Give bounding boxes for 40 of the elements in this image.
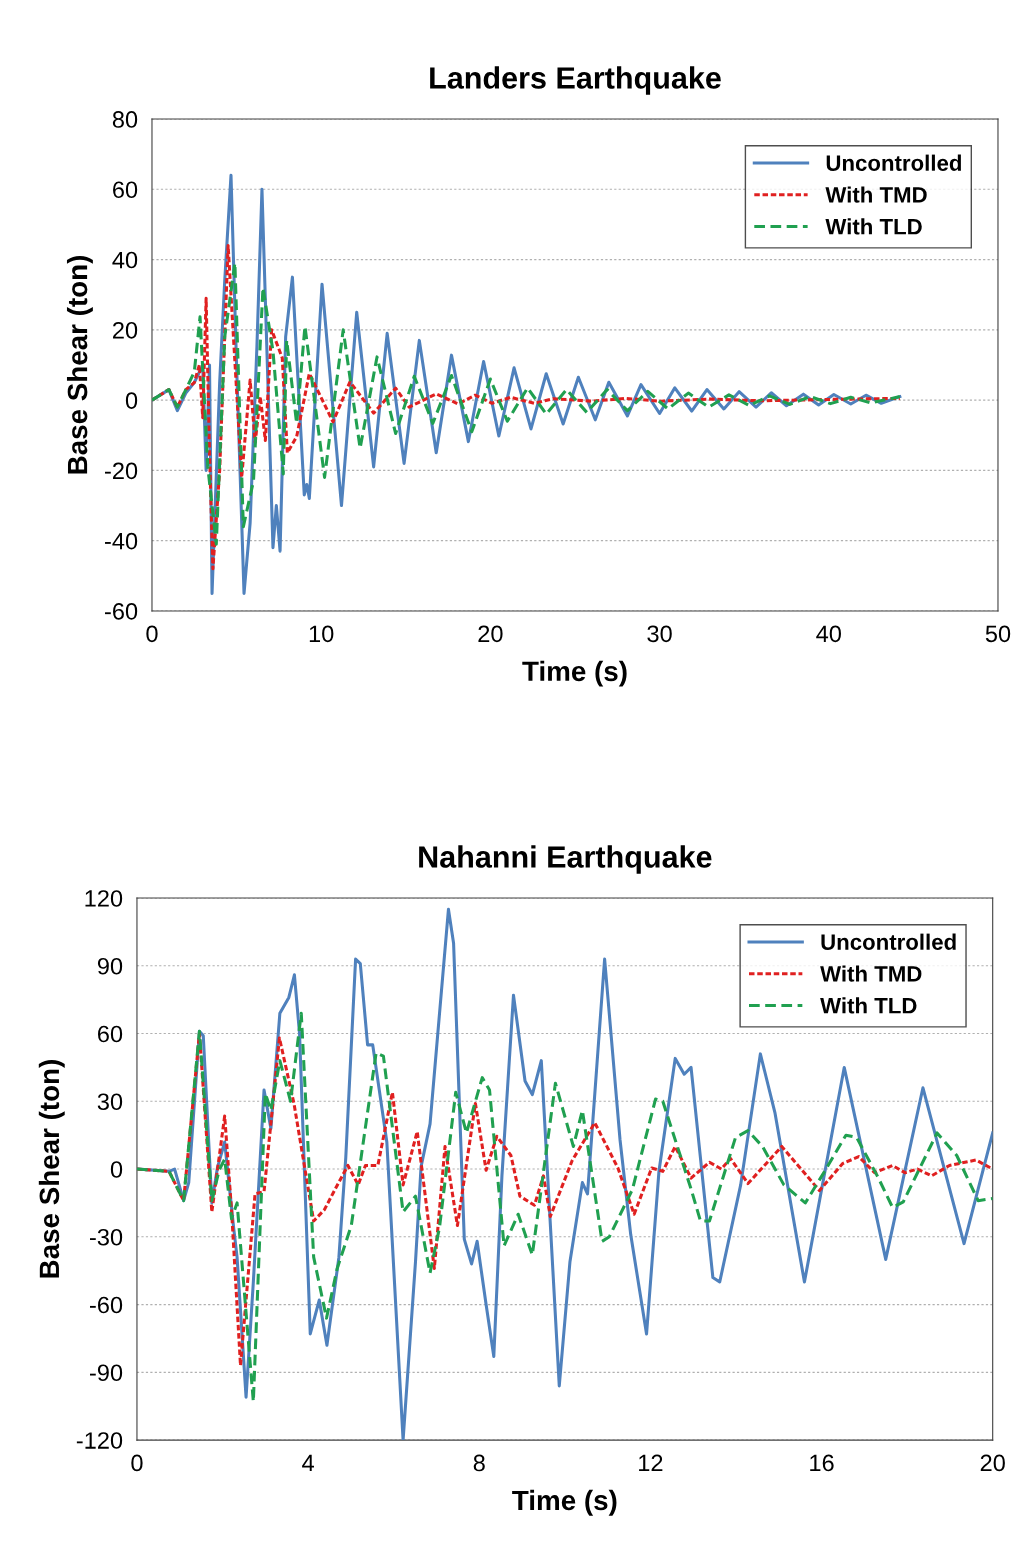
y-tick-label: -30 [90, 1228, 123, 1246]
legend-label: With TLD [820, 997, 917, 1014]
legend-label: With TMD [825, 186, 927, 203]
x-axis-title: Time (s) [512, 1489, 617, 1516]
x-tick-label: 0 [146, 625, 158, 643]
y-tick-label: 80 [112, 111, 138, 128]
y-tick-label: -20 [105, 462, 138, 480]
y-tick-label: -120 [76, 1432, 123, 1449]
x-tick-label: 20 [980, 1454, 1005, 1472]
x-tick-label: 10 [309, 625, 334, 643]
y-tick-label: 0 [125, 392, 138, 409]
x-tick-label: 12 [639, 1454, 663, 1472]
y-tick-label: 0 [110, 1161, 123, 1178]
y-tick-label: 20 [113, 321, 138, 339]
y-tick-label: -60 [105, 603, 138, 620]
legend-label: Uncontrolled [821, 933, 956, 950]
x-tick-label: 30 [647, 625, 672, 643]
y-tick-label: 90 [97, 957, 123, 975]
x-tick-label: 20 [478, 625, 503, 643]
y-axis-title: Base Shear (ton) [38, 1060, 65, 1278]
y-tick-label: 40 [112, 251, 138, 269]
chart-title: Landers Earthquake [430, 66, 721, 95]
x-axis-title: Time (s) [522, 660, 627, 687]
legend-label: With TLD [825, 218, 922, 235]
y-tick-label: 120 [85, 890, 123, 907]
x-tick-label: 16 [810, 1454, 834, 1472]
x-tick-label: 40 [816, 625, 841, 643]
y-tick-label: 30 [97, 1093, 123, 1111]
y-tick-label: 60 [113, 181, 138, 199]
x-tick-label: 50 [985, 625, 1011, 643]
legend-label: Uncontrolled [826, 154, 961, 171]
y-axis-title: Base Shear (ton) [66, 256, 93, 474]
y-tick-label: -60 [90, 1296, 123, 1314]
x-tick-label: 4 [302, 1454, 314, 1472]
y-tick-label: -90 [90, 1364, 123, 1382]
y-tick-label: -40 [105, 532, 138, 550]
y-tick-label: 60 [98, 1025, 123, 1043]
legend-label: With TMD [820, 965, 922, 982]
x-tick-label: 8 [473, 1454, 485, 1472]
chart-title: Nahanni Earthquake [419, 845, 712, 874]
